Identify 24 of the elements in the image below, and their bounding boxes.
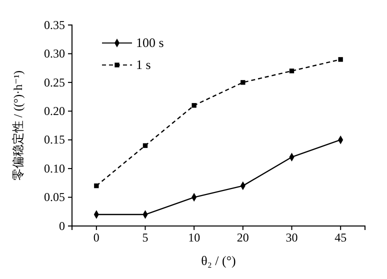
y-tick-label: 0 xyxy=(59,218,65,233)
y-tick-label: 0.10 xyxy=(44,161,65,176)
point xyxy=(289,68,294,74)
x-tick-label: 5 xyxy=(142,230,148,245)
point xyxy=(94,183,99,188)
y-tick-label: 0.30 xyxy=(44,46,65,61)
y-tick-label: 0.05 xyxy=(44,190,65,204)
x-tick-label: 30 xyxy=(286,230,298,245)
point xyxy=(338,57,343,62)
x-tick-label: 20 xyxy=(236,230,249,245)
legend-label: 1 s xyxy=(136,57,151,72)
point xyxy=(142,143,148,148)
legend-label: 100 s xyxy=(136,35,164,50)
y-tick-label: 0.35 xyxy=(44,18,65,32)
point xyxy=(240,80,246,85)
y-tick-label: 0.15 xyxy=(44,132,65,147)
point xyxy=(192,103,196,108)
y-axis-title: 零偏稳定性 / ((°)·h⁻¹) xyxy=(11,70,25,181)
x-tick-label: 45 xyxy=(334,230,347,245)
y-tick-label: 0.25 xyxy=(44,75,65,90)
x-tick-label: 10 xyxy=(188,230,200,245)
y-tick-label: 0.20 xyxy=(44,104,65,118)
x-tick-label: 0 xyxy=(93,230,100,245)
x-axis-title: θ₂ / (°) xyxy=(201,253,236,268)
